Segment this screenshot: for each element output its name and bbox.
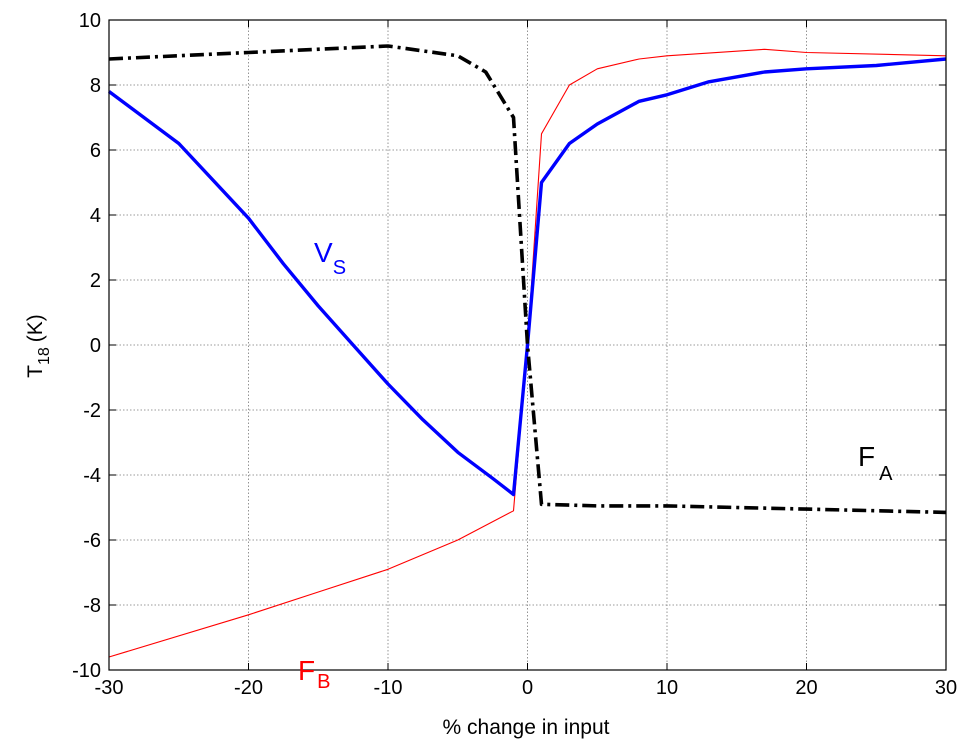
series-layer bbox=[107, 44, 947, 658]
x-tick-label: -10 bbox=[374, 677, 403, 699]
series-label-vs-sub: S bbox=[333, 257, 346, 279]
svg-text:VS: VS bbox=[314, 237, 346, 279]
y-tick-label: 0 bbox=[90, 335, 101, 357]
y-tick-label: 10 bbox=[79, 10, 101, 32]
x-tick-label: 30 bbox=[935, 677, 957, 699]
y-tick-label: -8 bbox=[83, 595, 101, 617]
grid-lines bbox=[109, 20, 946, 670]
x-tick-label: 0 bbox=[522, 677, 533, 699]
y-tick-label: 8 bbox=[90, 75, 101, 97]
y-axis-title-sub: 18 bbox=[36, 347, 53, 365]
series-label-fb-main: F bbox=[298, 655, 315, 686]
y-tick-label: -2 bbox=[83, 400, 101, 422]
x-tick-label: 10 bbox=[656, 677, 678, 699]
y-axis-title-main: T bbox=[24, 365, 47, 378]
series-line-fb bbox=[108, 48, 947, 658]
series-label-fb-sub: B bbox=[317, 671, 330, 693]
series-line-vs bbox=[107, 57, 947, 497]
series-line-fa bbox=[108, 44, 947, 515]
x-tick-label: 20 bbox=[795, 677, 817, 699]
series-label-fa-main: F bbox=[858, 441, 875, 472]
x-tick-label: -20 bbox=[234, 677, 263, 699]
y-tick-label: 4 bbox=[90, 205, 101, 227]
series-label-vs-main: V bbox=[314, 237, 333, 268]
y-tick-label: -4 bbox=[83, 465, 101, 487]
x-axis-title: % change in input bbox=[443, 716, 610, 739]
y-axis-title-unit: (K) bbox=[24, 314, 47, 342]
series-label-fa-sub: A bbox=[879, 463, 893, 485]
svg-text:FB: FB bbox=[298, 655, 330, 693]
svg-text:T18(K): T18 (K) bbox=[24, 314, 53, 378]
y-tick-label: -6 bbox=[83, 530, 101, 552]
x-tick-label: -30 bbox=[95, 677, 124, 699]
y-axis-title: T18 (K) bbox=[24, 314, 53, 378]
y-tick-label: -10 bbox=[72, 660, 101, 682]
series-label-fa: FA bbox=[858, 441, 893, 485]
series-label-vs: VS bbox=[314, 237, 346, 279]
y-tick-label: 2 bbox=[90, 270, 101, 292]
y-tick-label: 6 bbox=[90, 140, 101, 162]
axis-ticks bbox=[108, 19, 947, 671]
svg-text:FA: FA bbox=[858, 441, 893, 485]
